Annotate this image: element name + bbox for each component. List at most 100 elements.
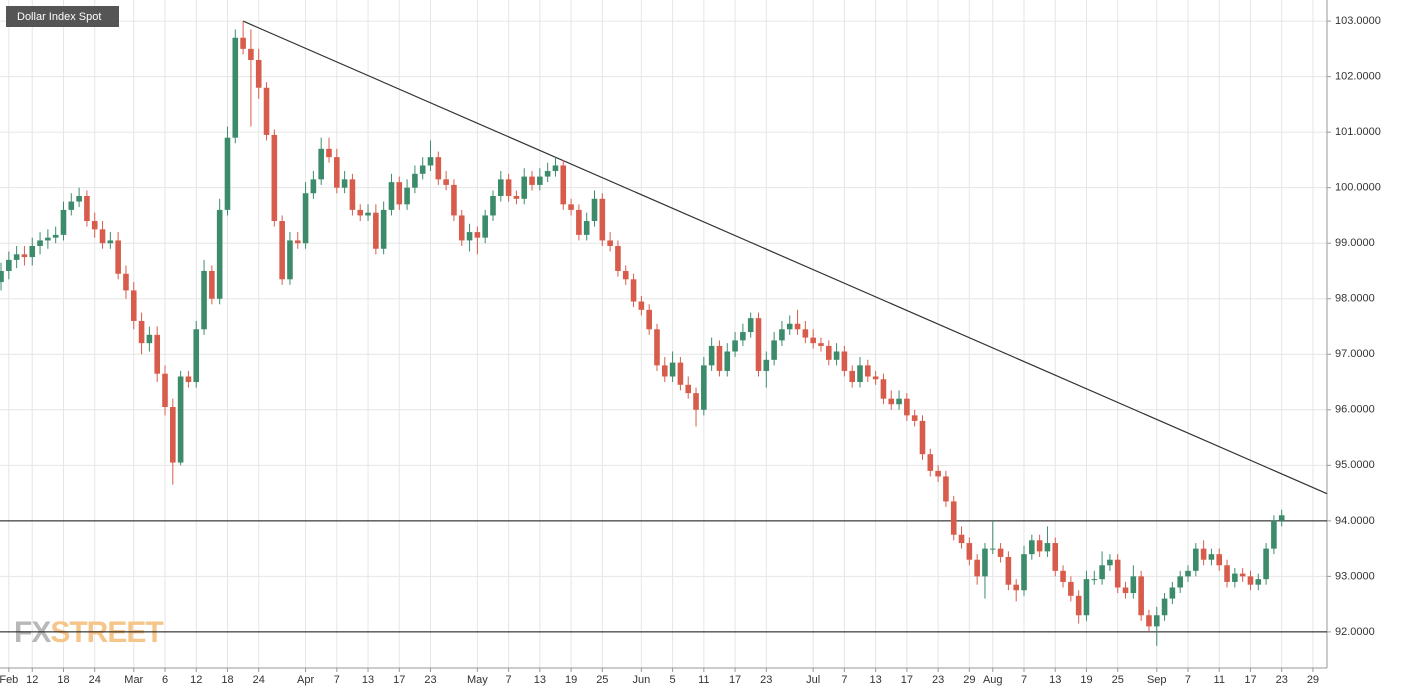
candle-body bbox=[1185, 570, 1191, 577]
candle-body bbox=[287, 240, 293, 280]
y-tick-label: 92.0000 bbox=[1335, 626, 1375, 638]
x-tick-label: 17 bbox=[729, 674, 741, 686]
x-tick-label: 18 bbox=[221, 674, 233, 686]
candle-body bbox=[513, 196, 520, 199]
candle-body bbox=[1263, 548, 1269, 580]
candle-body bbox=[1099, 565, 1105, 580]
candle-body bbox=[1255, 579, 1262, 585]
candle-body bbox=[482, 215, 488, 238]
candle-body bbox=[802, 329, 809, 338]
candle-body bbox=[1278, 515, 1285, 521]
watermark: FXSTREET bbox=[14, 616, 163, 649]
trendline bbox=[242, 20, 1328, 495]
candle-body bbox=[740, 332, 746, 341]
x-tick-label: 18 bbox=[57, 674, 69, 686]
candle-body bbox=[693, 393, 699, 410]
candle-body bbox=[490, 196, 496, 216]
x-tick-label: 17 bbox=[1244, 674, 1256, 686]
candle-body bbox=[6, 259, 12, 271]
x-tick-label: 7 bbox=[1021, 674, 1027, 686]
candle-body bbox=[193, 329, 200, 383]
candle-body bbox=[263, 87, 270, 135]
candle-body bbox=[497, 179, 504, 197]
y-tick-label: 95.0000 bbox=[1335, 459, 1375, 471]
candle-body bbox=[146, 334, 153, 344]
candle-body bbox=[615, 245, 621, 271]
candle-body bbox=[537, 176, 543, 185]
x-tick-label: 23 bbox=[932, 674, 944, 686]
candle-body bbox=[599, 198, 606, 241]
candle-body bbox=[138, 320, 145, 344]
candle-body bbox=[1005, 556, 1012, 585]
x-tick-label: 23 bbox=[760, 674, 772, 686]
candle-body bbox=[185, 376, 192, 383]
candle-body bbox=[974, 559, 980, 577]
candle-body bbox=[622, 270, 629, 280]
candle-body bbox=[232, 37, 239, 138]
candle-body bbox=[661, 365, 668, 377]
candle-body bbox=[521, 176, 528, 199]
candle-body bbox=[466, 232, 473, 241]
y-tick-label: 101.0000 bbox=[1335, 126, 1381, 138]
candle-body bbox=[170, 407, 176, 463]
candle-body bbox=[1177, 576, 1183, 588]
x-tick-label: 23 bbox=[424, 674, 436, 686]
candle-body bbox=[419, 165, 426, 174]
candle-body bbox=[1052, 543, 1059, 571]
candle-body bbox=[1060, 570, 1066, 582]
candle-body bbox=[989, 548, 996, 550]
candle-body bbox=[216, 209, 223, 299]
candle-body bbox=[404, 187, 410, 205]
candle-body bbox=[779, 329, 785, 341]
x-tick-label: 13 bbox=[1049, 674, 1061, 686]
candle-body bbox=[52, 234, 59, 238]
x-tick-label: 7 bbox=[841, 674, 847, 686]
candle-body bbox=[880, 379, 887, 399]
candle-body bbox=[1044, 543, 1051, 552]
candle-body bbox=[209, 270, 215, 299]
candle-body bbox=[849, 370, 856, 383]
x-tick-label: 25 bbox=[596, 674, 608, 686]
candle-body bbox=[458, 215, 465, 241]
candle-body bbox=[427, 157, 434, 166]
candle-body bbox=[1161, 598, 1168, 616]
candle-body bbox=[60, 209, 67, 235]
candle-body bbox=[1153, 615, 1160, 627]
x-tick-label: 17 bbox=[393, 674, 405, 686]
candle-body bbox=[896, 398, 902, 405]
candle-body bbox=[99, 229, 106, 244]
candle-body bbox=[1083, 579, 1090, 616]
candle-body bbox=[1232, 573, 1238, 582]
candle-body bbox=[1271, 520, 1277, 549]
candle-body bbox=[904, 398, 910, 416]
y-tick-label: 98.0000 bbox=[1335, 293, 1375, 305]
title-box bbox=[6, 6, 119, 27]
candle-body bbox=[279, 221, 285, 280]
candle-body bbox=[576, 209, 582, 235]
candle-body bbox=[365, 212, 371, 216]
candle-body bbox=[1013, 584, 1019, 591]
x-tick-label: 7 bbox=[506, 674, 512, 686]
candle-body bbox=[474, 232, 481, 238]
candle-body bbox=[240, 37, 246, 49]
candle-body bbox=[412, 173, 418, 188]
x-tick-label: 29 bbox=[1307, 674, 1319, 686]
candle-body bbox=[1224, 565, 1230, 582]
candle-body bbox=[865, 365, 871, 377]
candle-body bbox=[732, 340, 738, 352]
x-tick-label: 5 bbox=[670, 674, 676, 686]
y-tick-label: 96.0000 bbox=[1335, 404, 1375, 416]
candle-body bbox=[630, 279, 637, 302]
candle-body bbox=[544, 171, 551, 177]
x-tick-label: 7 bbox=[1185, 674, 1191, 686]
candle-body bbox=[935, 470, 941, 477]
candle-body bbox=[825, 345, 832, 360]
candle-body bbox=[1091, 579, 1098, 581]
candle-body bbox=[84, 196, 90, 222]
x-tick-label: Aug bbox=[983, 674, 1003, 686]
candle-body bbox=[162, 373, 168, 408]
candle-body bbox=[1138, 576, 1144, 616]
candle-body bbox=[552, 165, 559, 172]
x-tick-label: Jul bbox=[806, 674, 820, 686]
